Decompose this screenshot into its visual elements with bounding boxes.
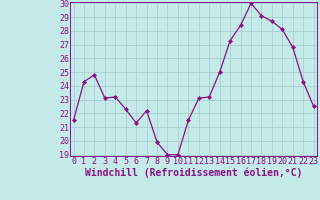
X-axis label: Windchill (Refroidissement éolien,°C): Windchill (Refroidissement éolien,°C) xyxy=(85,168,302,178)
